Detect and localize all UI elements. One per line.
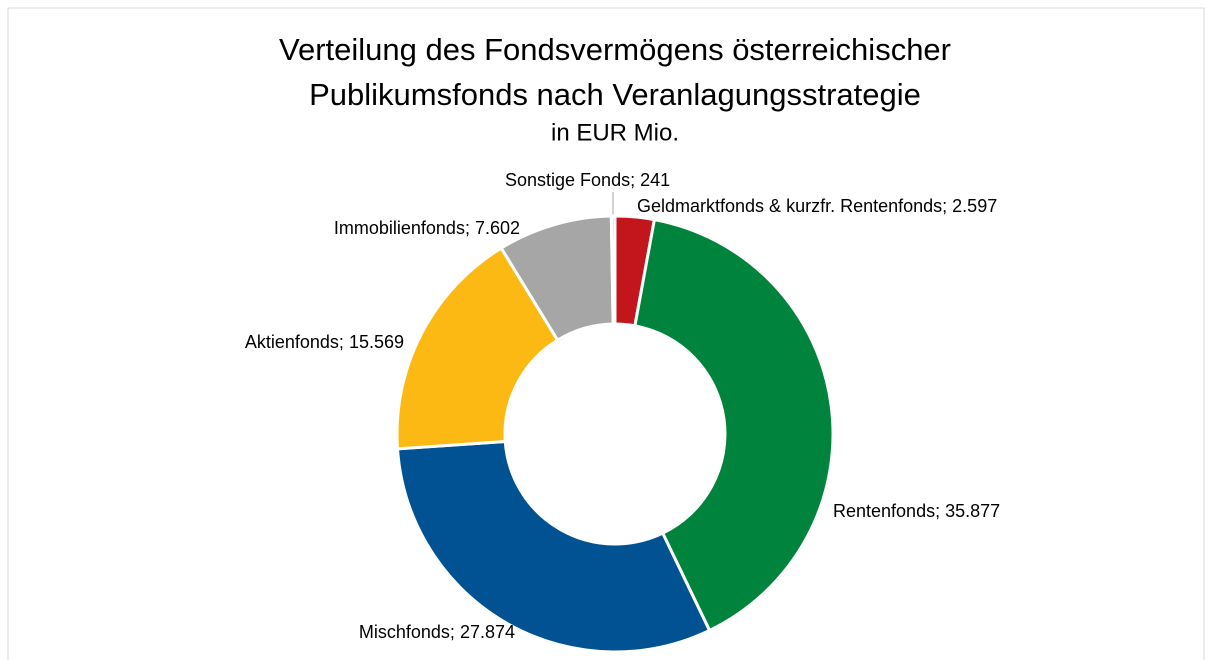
label-separator: ; bbox=[465, 218, 475, 238]
slice bbox=[395, 439, 712, 654]
label-separator: ; bbox=[630, 170, 640, 190]
chart-title: Publikumsfonds nach Veranlagungsstrategi… bbox=[309, 77, 921, 112]
label-separator: ; bbox=[450, 622, 460, 642]
value-label: 7.602 bbox=[475, 218, 520, 238]
slice bbox=[609, 214, 617, 326]
label-separator: ; bbox=[942, 196, 952, 216]
category-label: Sonstige Fonds bbox=[505, 170, 630, 190]
label-separator: ; bbox=[935, 501, 945, 521]
value-label: 27.874 bbox=[460, 622, 515, 642]
chart-subtitle: in EUR Mio. bbox=[551, 119, 679, 146]
data-label: Rentenfonds; 35.877 bbox=[833, 501, 1000, 521]
chart-frame bbox=[7, 7, 1205, 660]
data-label: Sonstige Fonds; 241 bbox=[505, 170, 670, 190]
data-label: Geldmarktfonds & kurzfr. Rentenfonds; 2.… bbox=[637, 196, 997, 216]
slice bbox=[633, 217, 835, 633]
label-separator: ; bbox=[339, 332, 349, 352]
value-label: 15.569 bbox=[349, 332, 404, 352]
value-label: 2.597 bbox=[952, 196, 997, 216]
data-label: Mischfonds; 27.874 bbox=[359, 622, 515, 642]
category-label: Geldmarktfonds & kurzfr. Rentenfonds bbox=[637, 196, 942, 216]
slice bbox=[395, 245, 560, 451]
data-label: Aktienfonds; 15.569 bbox=[245, 332, 404, 352]
chart-title: Verteilung des Fondsvermögens österreich… bbox=[279, 32, 951, 67]
value-label: 241 bbox=[640, 170, 670, 190]
category-label: Aktienfonds bbox=[245, 332, 339, 352]
data-label: Immobilienfonds; 7.602 bbox=[334, 218, 520, 238]
category-label: Rentenfonds bbox=[833, 501, 935, 521]
value-label: 35.877 bbox=[945, 501, 1000, 521]
category-label: Mischfonds bbox=[359, 622, 450, 642]
category-label: Immobilienfonds bbox=[334, 218, 465, 238]
